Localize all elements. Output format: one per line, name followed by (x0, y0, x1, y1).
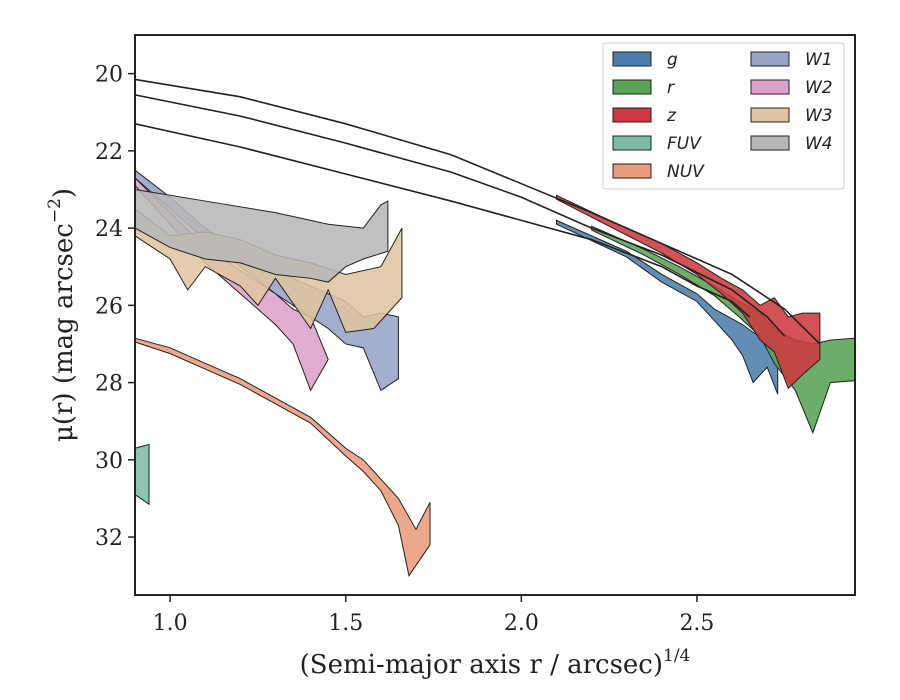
legend-swatch-w1 (750, 51, 790, 67)
x-axis-ticks: 1.0 1.5 2.0 2.5 (153, 595, 714, 636)
y-tick-label: 30 (95, 449, 123, 474)
model-line-3 (134, 123, 751, 318)
legend-swatch-z (612, 107, 652, 123)
y-tick-label: 26 (95, 294, 123, 319)
legend-label-w2: W2 (805, 78, 833, 98)
band-g (555, 219, 779, 395)
legend-label-fuv: FUV (667, 134, 702, 154)
legend-label-r: r (667, 78, 675, 98)
legend-swatch-w2 (750, 79, 790, 95)
model-line-1 (134, 78, 821, 345)
y-tick-label: 32 (95, 526, 123, 551)
legend-label-w3: W3 (805, 106, 833, 126)
band-nuv (134, 337, 431, 577)
legend-swatch-nuv (612, 163, 652, 179)
legend-label-g: g (667, 50, 678, 70)
x-tick-label: 1.0 (153, 611, 188, 636)
legend-swatch-w3 (750, 107, 790, 123)
y-tick-label: 22 (95, 140, 123, 165)
y-axis-label: μ(r) (mag arcsec−2) (45, 188, 79, 442)
x-tick-label: 1.5 (328, 611, 363, 636)
x-tick-label: 2.5 (679, 611, 714, 636)
plot-frame (134, 34, 856, 596)
legend-swatch-fuv (612, 135, 652, 151)
x-axis-label: (Semi-major axis r / arcsec)1/4 (300, 646, 691, 680)
band-w4 (134, 188, 389, 283)
legend-label-w1: W1 (805, 50, 833, 70)
y-tick-label: 24 (95, 217, 123, 242)
model-line-2 (134, 94, 786, 337)
band-fuv (134, 443, 150, 506)
legend-label-w4: W4 (805, 134, 833, 154)
legend: grz FUV NUV W1 W2 W3 W4 (602, 42, 845, 190)
y-tick-label: 20 (95, 63, 123, 88)
y-axis-ticks: 20 22 24 26 28 30 32 (95, 63, 135, 551)
y-tick-label: 28 (95, 372, 123, 397)
x-tick-label: 2.0 (504, 611, 539, 636)
legend-swatch-r (612, 79, 652, 95)
legend-label-z: z (666, 106, 677, 126)
legend-swatch-w4 (750, 135, 790, 151)
model-lines (134, 78, 821, 345)
legend-swatch-g (612, 51, 652, 67)
legend-label-nuv: NUV (667, 162, 705, 182)
